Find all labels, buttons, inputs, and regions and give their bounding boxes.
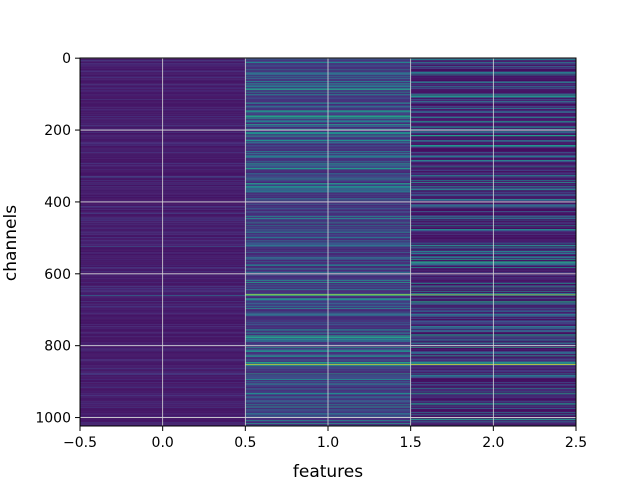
x-tick-label: −0.5 [63, 435, 97, 451]
x-tick-label: 2.0 [482, 435, 504, 451]
x-tick-label: 0.0 [152, 435, 174, 451]
x-axis-label: features [293, 462, 363, 480]
x-tick-label: 2.5 [565, 435, 587, 451]
y-tick-label: 200 [44, 123, 71, 139]
y-tick-label: 600 [44, 267, 71, 283]
x-tick-label: 1.5 [400, 435, 422, 451]
y-tick-label: 0 [62, 51, 71, 67]
y-tick-label: 400 [44, 195, 71, 211]
x-tick-label: 1.0 [317, 435, 339, 451]
x-axis: −0.5 0.0 0.5 1.0 1.5 2.0 2.5 [63, 426, 587, 451]
y-tick-label: 1000 [35, 411, 71, 427]
y-axis-label: channels [1, 205, 21, 281]
y-tick-label: 800 [44, 339, 71, 355]
y-axis: 0 200 400 600 800 1000 [35, 51, 80, 427]
x-tick-label: 0.5 [234, 435, 256, 451]
